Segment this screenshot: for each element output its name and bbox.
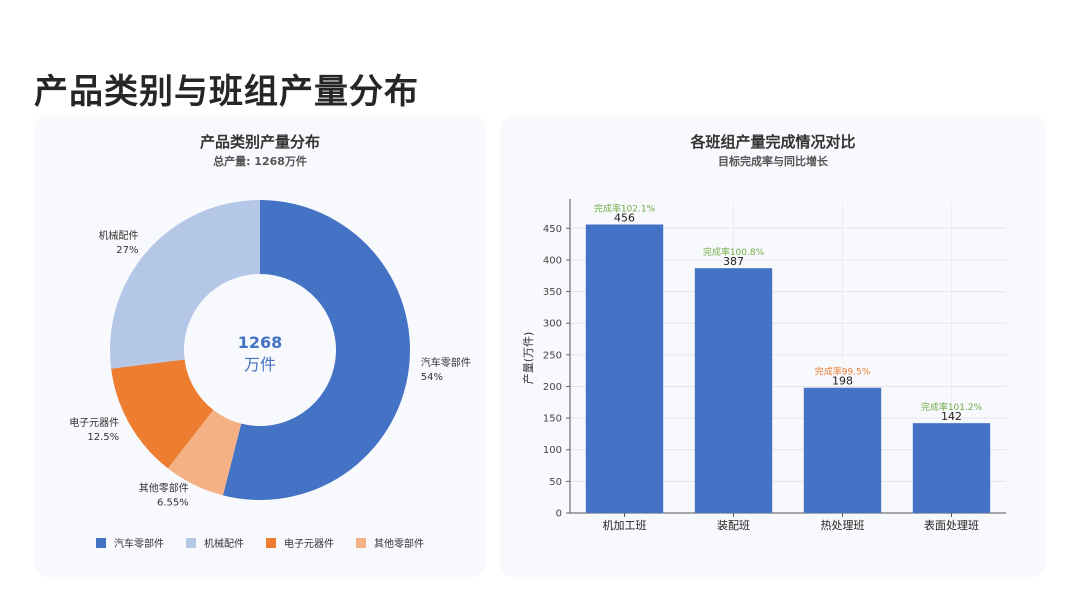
donut-legend-swatch-1 [186, 537, 196, 548]
bar-ylabel: 产量(万件) [521, 332, 535, 385]
donut-center-value: 1268 [238, 333, 283, 352]
bar-value-label-0: 456 [614, 212, 635, 225]
bar-chart-subtitle: 目标完成率与同比增长 [718, 155, 828, 168]
bar-ytick-label-6: 300 [543, 319, 562, 330]
donut-legend-swatch-3 [356, 537, 366, 548]
bar-ytick-label-5: 250 [543, 350, 562, 361]
donut-slice-0 [222, 200, 410, 500]
donut-legend-swatch-0 [96, 537, 106, 548]
page-title: 产品类别与班组产量分布 [34, 72, 419, 112]
donut-chart-title: 产品类别产量分布 [199, 133, 320, 151]
bar-ytick-label-7: 350 [543, 287, 562, 298]
bar-ytick-label-2: 100 [543, 445, 562, 456]
bar-category-label-3: 表面处理班 [924, 518, 979, 532]
bar-annotation-2: 完成率99.5% [815, 366, 871, 378]
bar-1 [694, 268, 773, 513]
bar-annotation-1: 完成率100.8% [703, 246, 765, 258]
bar-ytick-label-3: 150 [543, 414, 562, 425]
bar-chart-title: 各班组产量完成情况对比 [690, 133, 856, 151]
donut-center-unit: 万件 [244, 355, 276, 374]
donut-slice-2 [111, 359, 214, 469]
bar-value-label-3: 142 [941, 410, 962, 423]
donut-slice-pct-3: 27% [116, 245, 138, 256]
bar-category-label-2: 热处理班 [821, 519, 865, 532]
donut-legend-item-0[interactable]: 汽车零部件 [96, 535, 164, 550]
bar-value-label-1: 387 [723, 255, 744, 268]
bar-value-label-2: 198 [832, 375, 853, 388]
bar-ytick-label-0: 0 [556, 509, 562, 520]
donut-legend-swatch-2 [266, 537, 276, 548]
donut-slice-pct-0: 54% [421, 372, 443, 383]
bar-2 [803, 387, 882, 513]
donut-slice-label-1: 其他零部件 [139, 481, 189, 494]
donut-legend-item-3[interactable]: 其他零部件 [356, 535, 424, 550]
donut-legend-item-2[interactable]: 电子元器件 [266, 535, 334, 550]
bar-3 [912, 423, 991, 513]
bar-category-label-0: 机加工班 [603, 518, 647, 532]
bar-annotation-0: 完成率102.1% [594, 203, 656, 215]
bar-ytick-label-9: 450 [543, 224, 562, 235]
bar-ytick-label-8: 400 [543, 255, 562, 266]
donut-chart-card: 产品类别产量分布 总产量: 1268万件 汽车零部件 54% 其他零部件 6.55% 电… [34, 115, 486, 577]
donut-slice-pct-2: 12.5% [87, 432, 119, 443]
donut-chart: 汽车零部件 54% 其他零部件 6.55% 电子元器件 12.5% 机械配件 27% 1268 万… [69, 200, 471, 508]
donut-chart-subtitle: 总产量: 1268万件 [213, 155, 307, 168]
donut-slice-label-3: 机械配件 [99, 229, 139, 242]
bar-category-label-1: 装配班 [717, 519, 750, 532]
bar-ytick-label-4: 200 [543, 382, 562, 393]
bar-chart: 050100150200250300350400450产量(万件)456完成率1… [521, 199, 1006, 532]
donut-legend-label-3: 其他零部件 [374, 539, 424, 550]
bar-ytick-label-1: 50 [549, 477, 562, 488]
donut-legend-label-0: 汽车零部件 [114, 539, 164, 550]
bar-annotation-3: 完成率101.2% [921, 401, 983, 413]
bar-0 [585, 224, 664, 513]
donut-legend-label-2: 电子元器件 [284, 539, 334, 550]
donut-legend-label-1: 机械配件 [204, 539, 244, 550]
donut-slice-3 [109, 200, 260, 369]
donut-legend: 汽车零部件 机械配件 电子元器件 其他零部件 [34, 535, 486, 550]
donut-slice-label-0: 汽车零部件 [421, 356, 471, 369]
donut-slice-1 [167, 409, 242, 496]
donut-legend-item-1[interactable]: 机械配件 [186, 535, 244, 550]
donut-slice-pct-1: 6.55% [157, 497, 189, 508]
bar-chart-card: 各班组产量完成情况对比 目标完成率与同比增长 0 50 100 150 200 250 30… [500, 115, 1046, 577]
donut-slice-label-2: 电子元器件 [69, 416, 119, 429]
